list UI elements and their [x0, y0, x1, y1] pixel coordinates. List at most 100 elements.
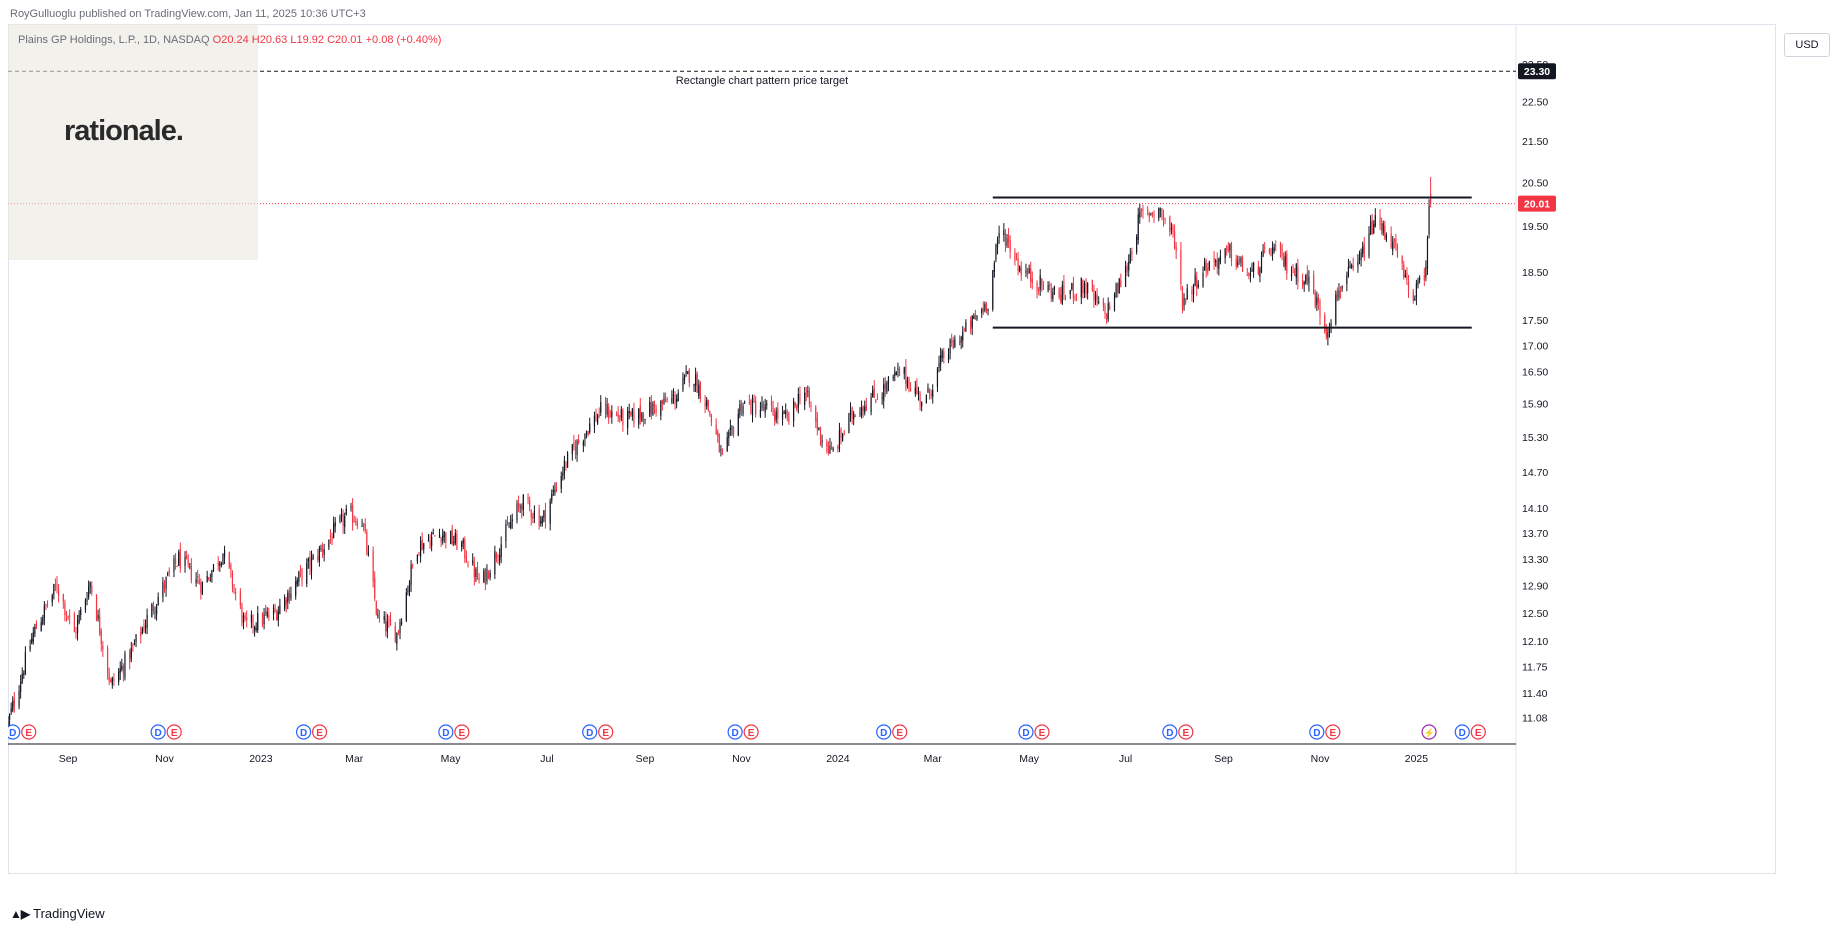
candle-body[interactable] — [898, 368, 901, 376]
candle-body[interactable] — [75, 632, 77, 634]
candle-body[interactable] — [162, 582, 164, 598]
candle-body[interactable] — [129, 651, 131, 662]
candle-body[interactable] — [1203, 260, 1206, 270]
candle-body[interactable] — [449, 531, 452, 544]
candle-body[interactable] — [521, 504, 523, 511]
candle-body[interactable] — [1406, 272, 1408, 281]
candle-body[interactable] — [1082, 279, 1084, 294]
candle-body[interactable] — [1061, 285, 1063, 304]
candle-body[interactable] — [770, 401, 773, 407]
candle-body[interactable] — [499, 555, 501, 561]
candle-body[interactable] — [1396, 246, 1399, 257]
candle-body[interactable] — [666, 398, 668, 400]
candle-body[interactable] — [374, 578, 376, 599]
candle-body[interactable] — [1325, 328, 1327, 337]
candle-body[interactable] — [589, 423, 591, 433]
candle-body[interactable] — [152, 605, 155, 611]
candle-body[interactable] — [862, 406, 864, 411]
candle-body[interactable] — [987, 308, 989, 311]
candle-body[interactable] — [209, 580, 211, 582]
candle-body[interactable] — [688, 369, 690, 383]
candle-body[interactable] — [1147, 209, 1149, 211]
candle-body[interactable] — [197, 575, 199, 578]
candle-body[interactable] — [386, 621, 388, 632]
candle-body[interactable] — [985, 303, 988, 311]
candle-body[interactable] — [639, 405, 641, 419]
candle-body[interactable] — [919, 393, 921, 404]
candle-body[interactable] — [231, 573, 234, 588]
candle-body[interactable] — [895, 373, 897, 375]
candle-body[interactable] — [1229, 244, 1231, 251]
candle-body[interactable] — [363, 523, 365, 527]
candle-body[interactable] — [190, 565, 192, 581]
candle-body[interactable] — [372, 550, 374, 582]
candle-body[interactable] — [1264, 247, 1266, 249]
candle-body[interactable] — [306, 562, 308, 584]
candle-body[interactable] — [840, 429, 842, 438]
candle-body[interactable] — [1335, 294, 1337, 324]
candle-body[interactable] — [340, 513, 343, 517]
candle-body[interactable] — [235, 592, 237, 594]
candle-body[interactable] — [1186, 288, 1188, 300]
candle-body[interactable] — [110, 679, 112, 682]
candle-body[interactable] — [695, 374, 697, 386]
candle-body[interactable] — [1226, 245, 1228, 250]
candle-body[interactable] — [1080, 277, 1082, 298]
candle-body[interactable] — [163, 584, 166, 589]
candle-body[interactable] — [174, 558, 177, 565]
candle-body[interactable] — [394, 625, 396, 643]
candle-body[interactable] — [1241, 257, 1244, 272]
candle-body[interactable] — [1185, 299, 1187, 303]
candle-body[interactable] — [600, 402, 602, 413]
candle-body[interactable] — [886, 383, 888, 392]
candle-body[interactable] — [947, 354, 950, 361]
candle-body[interactable] — [622, 409, 624, 425]
candle-body[interactable] — [1215, 261, 1217, 263]
candle-body[interactable] — [462, 540, 464, 544]
candle-body[interactable] — [914, 387, 916, 394]
dividend-icon[interactable] — [727, 724, 743, 740]
candle-body[interactable] — [710, 415, 713, 423]
candle-body[interactable] — [652, 403, 654, 416]
candle-body[interactable] — [456, 533, 458, 550]
candle-body[interactable] — [1330, 323, 1332, 327]
candle-body[interactable] — [936, 368, 939, 387]
candle-body[interactable] — [683, 375, 686, 380]
candle-body[interactable] — [108, 673, 110, 682]
candle-body[interactable] — [56, 583, 58, 590]
candle-body[interactable] — [584, 433, 586, 439]
candle-body[interactable] — [998, 233, 1000, 238]
candle-body[interactable] — [51, 595, 53, 603]
candle-body[interactable] — [1339, 290, 1342, 292]
candle-body[interactable] — [200, 581, 202, 593]
candle-body[interactable] — [206, 575, 208, 583]
candle-body[interactable] — [328, 539, 330, 548]
candle-body[interactable] — [995, 245, 997, 260]
candle-body[interactable] — [1404, 274, 1406, 278]
candle-body[interactable] — [578, 439, 580, 443]
candle-body[interactable] — [739, 404, 741, 415]
candle-body[interactable] — [23, 673, 25, 676]
candle-body[interactable] — [1338, 290, 1340, 298]
candle-body[interactable] — [1260, 256, 1263, 273]
candle-body[interactable] — [1058, 288, 1060, 297]
candle-body[interactable] — [155, 605, 158, 615]
candle-body[interactable] — [615, 414, 618, 416]
candle-body[interactable] — [864, 406, 866, 413]
candle-body[interactable] — [1358, 258, 1361, 261]
candle-body[interactable] — [927, 387, 929, 393]
candle-body[interactable] — [295, 581, 297, 596]
candle-body[interactable] — [566, 452, 569, 468]
candle-body[interactable] — [1115, 283, 1117, 298]
candle-body[interactable] — [1275, 245, 1277, 247]
candle-body[interactable] — [549, 500, 551, 524]
candle-body[interactable] — [753, 400, 755, 403]
candle-body[interactable] — [897, 368, 899, 370]
candle-body[interactable] — [67, 615, 69, 618]
candle-body[interactable] — [440, 537, 442, 543]
dividend-icon[interactable] — [438, 724, 454, 740]
candle-body[interactable] — [309, 556, 311, 569]
candle-body[interactable] — [1248, 272, 1250, 276]
candle-body[interactable] — [932, 389, 934, 398]
candle-body[interactable] — [660, 401, 662, 416]
